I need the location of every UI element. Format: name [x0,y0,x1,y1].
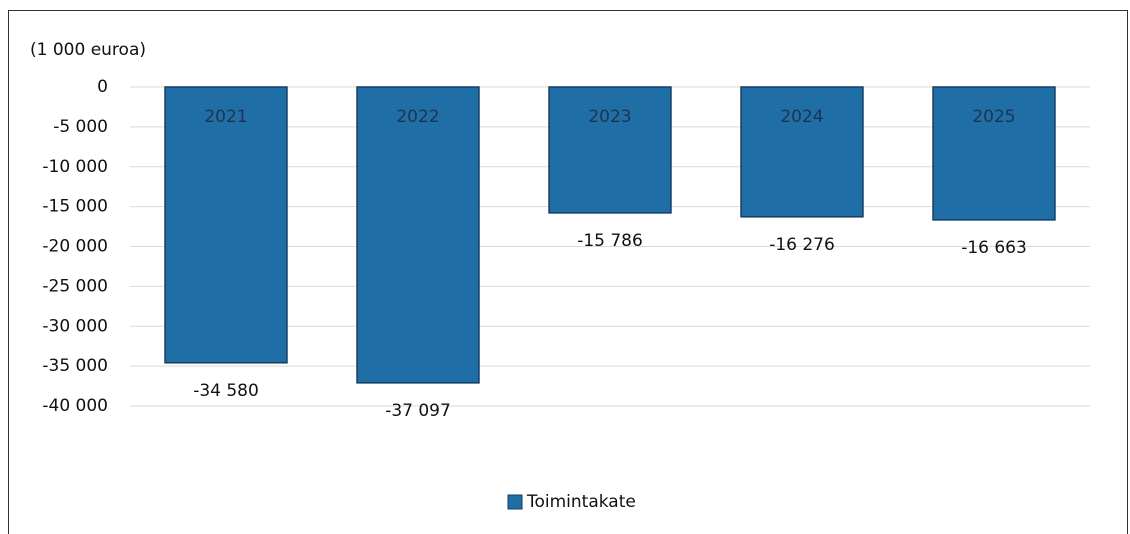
legend-label: Toimintakate [526,492,636,512]
y-tick-label: -30 000 [42,316,108,336]
x-tick-label: 2024 [780,107,823,127]
y-tick-label: 0 [97,77,108,97]
value-label: -16 276 [769,235,835,255]
y-tick-label: -5 000 [53,117,108,137]
bar [164,86,288,364]
x-tick-label: 2022 [396,107,439,127]
value-label: -34 580 [193,381,259,401]
bar [740,86,864,218]
x-tick-label: 2023 [588,107,631,127]
y-tick-label: -15 000 [42,197,108,217]
y-tick-label: -20 000 [42,237,108,257]
x-tick-label: 2021 [204,107,247,127]
x-tick-label: 2025 [972,107,1015,127]
y-tick-label: -25 000 [42,276,108,296]
legend-swatch [507,494,523,510]
value-label: -37 097 [385,401,451,421]
y-axis-label: (1 000 euroa) [30,40,146,60]
value-label: -16 663 [961,238,1027,258]
bar [356,86,480,384]
y-tick-label: -40 000 [42,396,108,416]
value-label: -15 786 [577,231,643,251]
y-tick-label: -35 000 [42,356,108,376]
bar [932,86,1056,221]
y-tick-label: -10 000 [42,157,108,177]
bar [548,86,672,214]
